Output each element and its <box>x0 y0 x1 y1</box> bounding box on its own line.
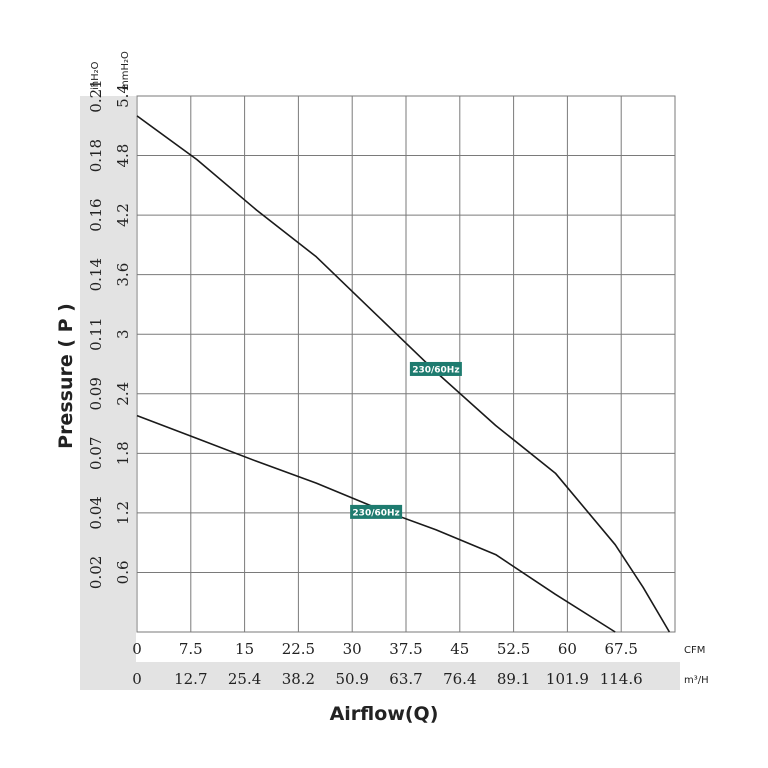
y-tick-label-inh2o: 0.16 <box>87 198 105 231</box>
x-tick-label-m3h: 0 <box>132 670 142 688</box>
series-label-badge-1 <box>409 361 462 376</box>
x-unit-secondary: m³/H <box>684 675 709 686</box>
x-tick-label-m3h: 25.4 <box>228 670 261 688</box>
y-tick-label-mmh2o: 1.2 <box>114 501 132 525</box>
series-label-badge-2 <box>350 504 403 519</box>
x-tick-label-cfm: 37.5 <box>389 640 422 658</box>
tick-labels: 0 7.5 15 22.5 30 37.5 45 52.5 60 67.5 0 12.7 25.4 38.… <box>87 79 643 688</box>
y-unit-primary: mmH₂O <box>120 51 131 90</box>
x-tick-label-cfm: 15 <box>235 640 254 658</box>
y-tick-label-mmh2o: 1.8 <box>114 441 132 465</box>
x-tick-label-m3h: 89.1 <box>497 670 530 688</box>
x-tick-label-cfm: 52.5 <box>497 640 530 658</box>
series-label-1: 230/60Hz <box>412 365 459 375</box>
y-axis-title: Pressure ( P ) <box>55 303 77 449</box>
y-axis-band <box>80 96 136 690</box>
x-unit-primary: CFM <box>684 645 705 656</box>
x-tick-label-cfm: 7.5 <box>179 640 203 658</box>
x-tick-label-cfm: 30 <box>343 640 362 658</box>
series-labels: 230/60Hz 230/60Hz <box>350 361 462 519</box>
y-tick-label-inh2o: 0.07 <box>87 437 105 470</box>
y-tick-label-inh2o: 0.11 <box>87 317 105 350</box>
x-tick-label-cfm: 45 <box>450 640 469 658</box>
x-tick-label-cfm: 67.5 <box>604 640 637 658</box>
series-label-2: 230/60Hz <box>352 508 399 518</box>
y-tick-label-mmh2o: 0.6 <box>114 560 132 584</box>
x-tick-label-m3h: 63.7 <box>389 670 422 688</box>
x-tick-label-m3h: 50.9 <box>335 670 368 688</box>
x-tick-label-m3h: 76.4 <box>443 670 476 688</box>
y-tick-label-mmh2o: 2.4 <box>114 382 132 406</box>
y-tick-label-inh2o: 0.14 <box>87 258 105 291</box>
y-tick-label-inh2o: 0.02 <box>87 556 105 589</box>
x-tick-label-m3h: 101.9 <box>546 670 589 688</box>
y-tick-label-inh2o: 0.18 <box>87 139 105 172</box>
y-tick-label-mmh2o: 4.2 <box>114 203 132 227</box>
y-tick-label-mmh2o: 5.4 <box>114 84 132 108</box>
x-axis-band <box>80 662 680 690</box>
y-tick-label-inh2o: 0.21 <box>87 79 105 112</box>
axis-bands <box>80 96 680 690</box>
x-tick-label-m3h: 12.7 <box>174 670 207 688</box>
y-tick-label-mmh2o: 3 <box>114 329 132 339</box>
y-tick-label-inh2o: 0.09 <box>87 377 105 410</box>
y-tick-label-mmh2o: 4.8 <box>114 144 132 168</box>
x-tick-label-cfm: 0 <box>132 640 142 658</box>
x-axis-title: Airflow(Q) <box>330 703 439 725</box>
y-tick-label-mmh2o: 3.6 <box>114 263 132 287</box>
y-tick-label-inh2o: 0.04 <box>87 496 105 529</box>
x-tick-label-m3h: 38.2 <box>282 670 315 688</box>
x-tick-label-m3h: 114.6 <box>600 670 643 688</box>
x-tick-label-cfm: 60 <box>558 640 577 658</box>
y-unit-secondary: inH₂O <box>90 61 101 90</box>
x-tick-label-cfm: 22.5 <box>282 640 315 658</box>
